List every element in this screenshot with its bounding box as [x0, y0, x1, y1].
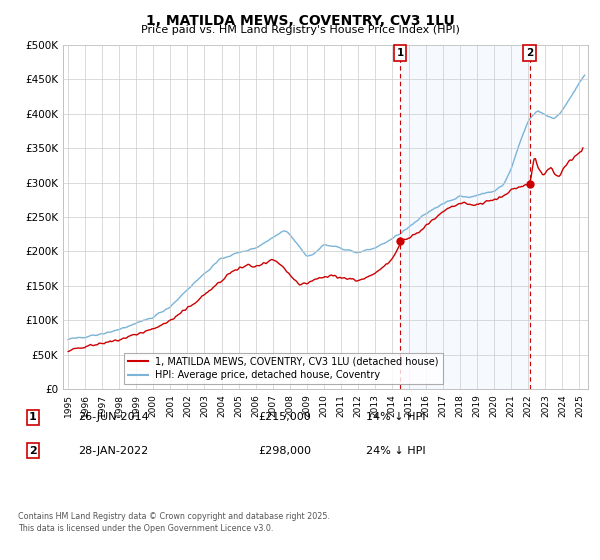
Text: £298,000: £298,000: [258, 446, 311, 456]
Text: 1, MATILDA MEWS, COVENTRY, CV3 1LU: 1, MATILDA MEWS, COVENTRY, CV3 1LU: [146, 14, 454, 28]
Text: 1: 1: [397, 48, 404, 58]
Text: Price paid vs. HM Land Registry's House Price Index (HPI): Price paid vs. HM Land Registry's House …: [140, 25, 460, 35]
Text: 2: 2: [526, 48, 533, 58]
Text: 14% ↓ HPI: 14% ↓ HPI: [366, 412, 425, 422]
Text: This data is licensed under the Open Government Licence v3.0.: This data is licensed under the Open Gov…: [18, 524, 274, 533]
Text: 2: 2: [29, 446, 37, 456]
Text: 1: 1: [29, 412, 37, 422]
Text: 24% ↓ HPI: 24% ↓ HPI: [366, 446, 425, 456]
Legend: 1, MATILDA MEWS, COVENTRY, CV3 1LU (detached house), HPI: Average price, detache: 1, MATILDA MEWS, COVENTRY, CV3 1LU (deta…: [124, 353, 443, 384]
Text: £215,000: £215,000: [258, 412, 311, 422]
Bar: [400, 45, 530, 389]
Text: 28-JAN-2022: 28-JAN-2022: [78, 446, 148, 456]
Text: Contains HM Land Registry data © Crown copyright and database right 2025.: Contains HM Land Registry data © Crown c…: [18, 512, 330, 521]
Text: 26-JUN-2014: 26-JUN-2014: [78, 412, 149, 422]
